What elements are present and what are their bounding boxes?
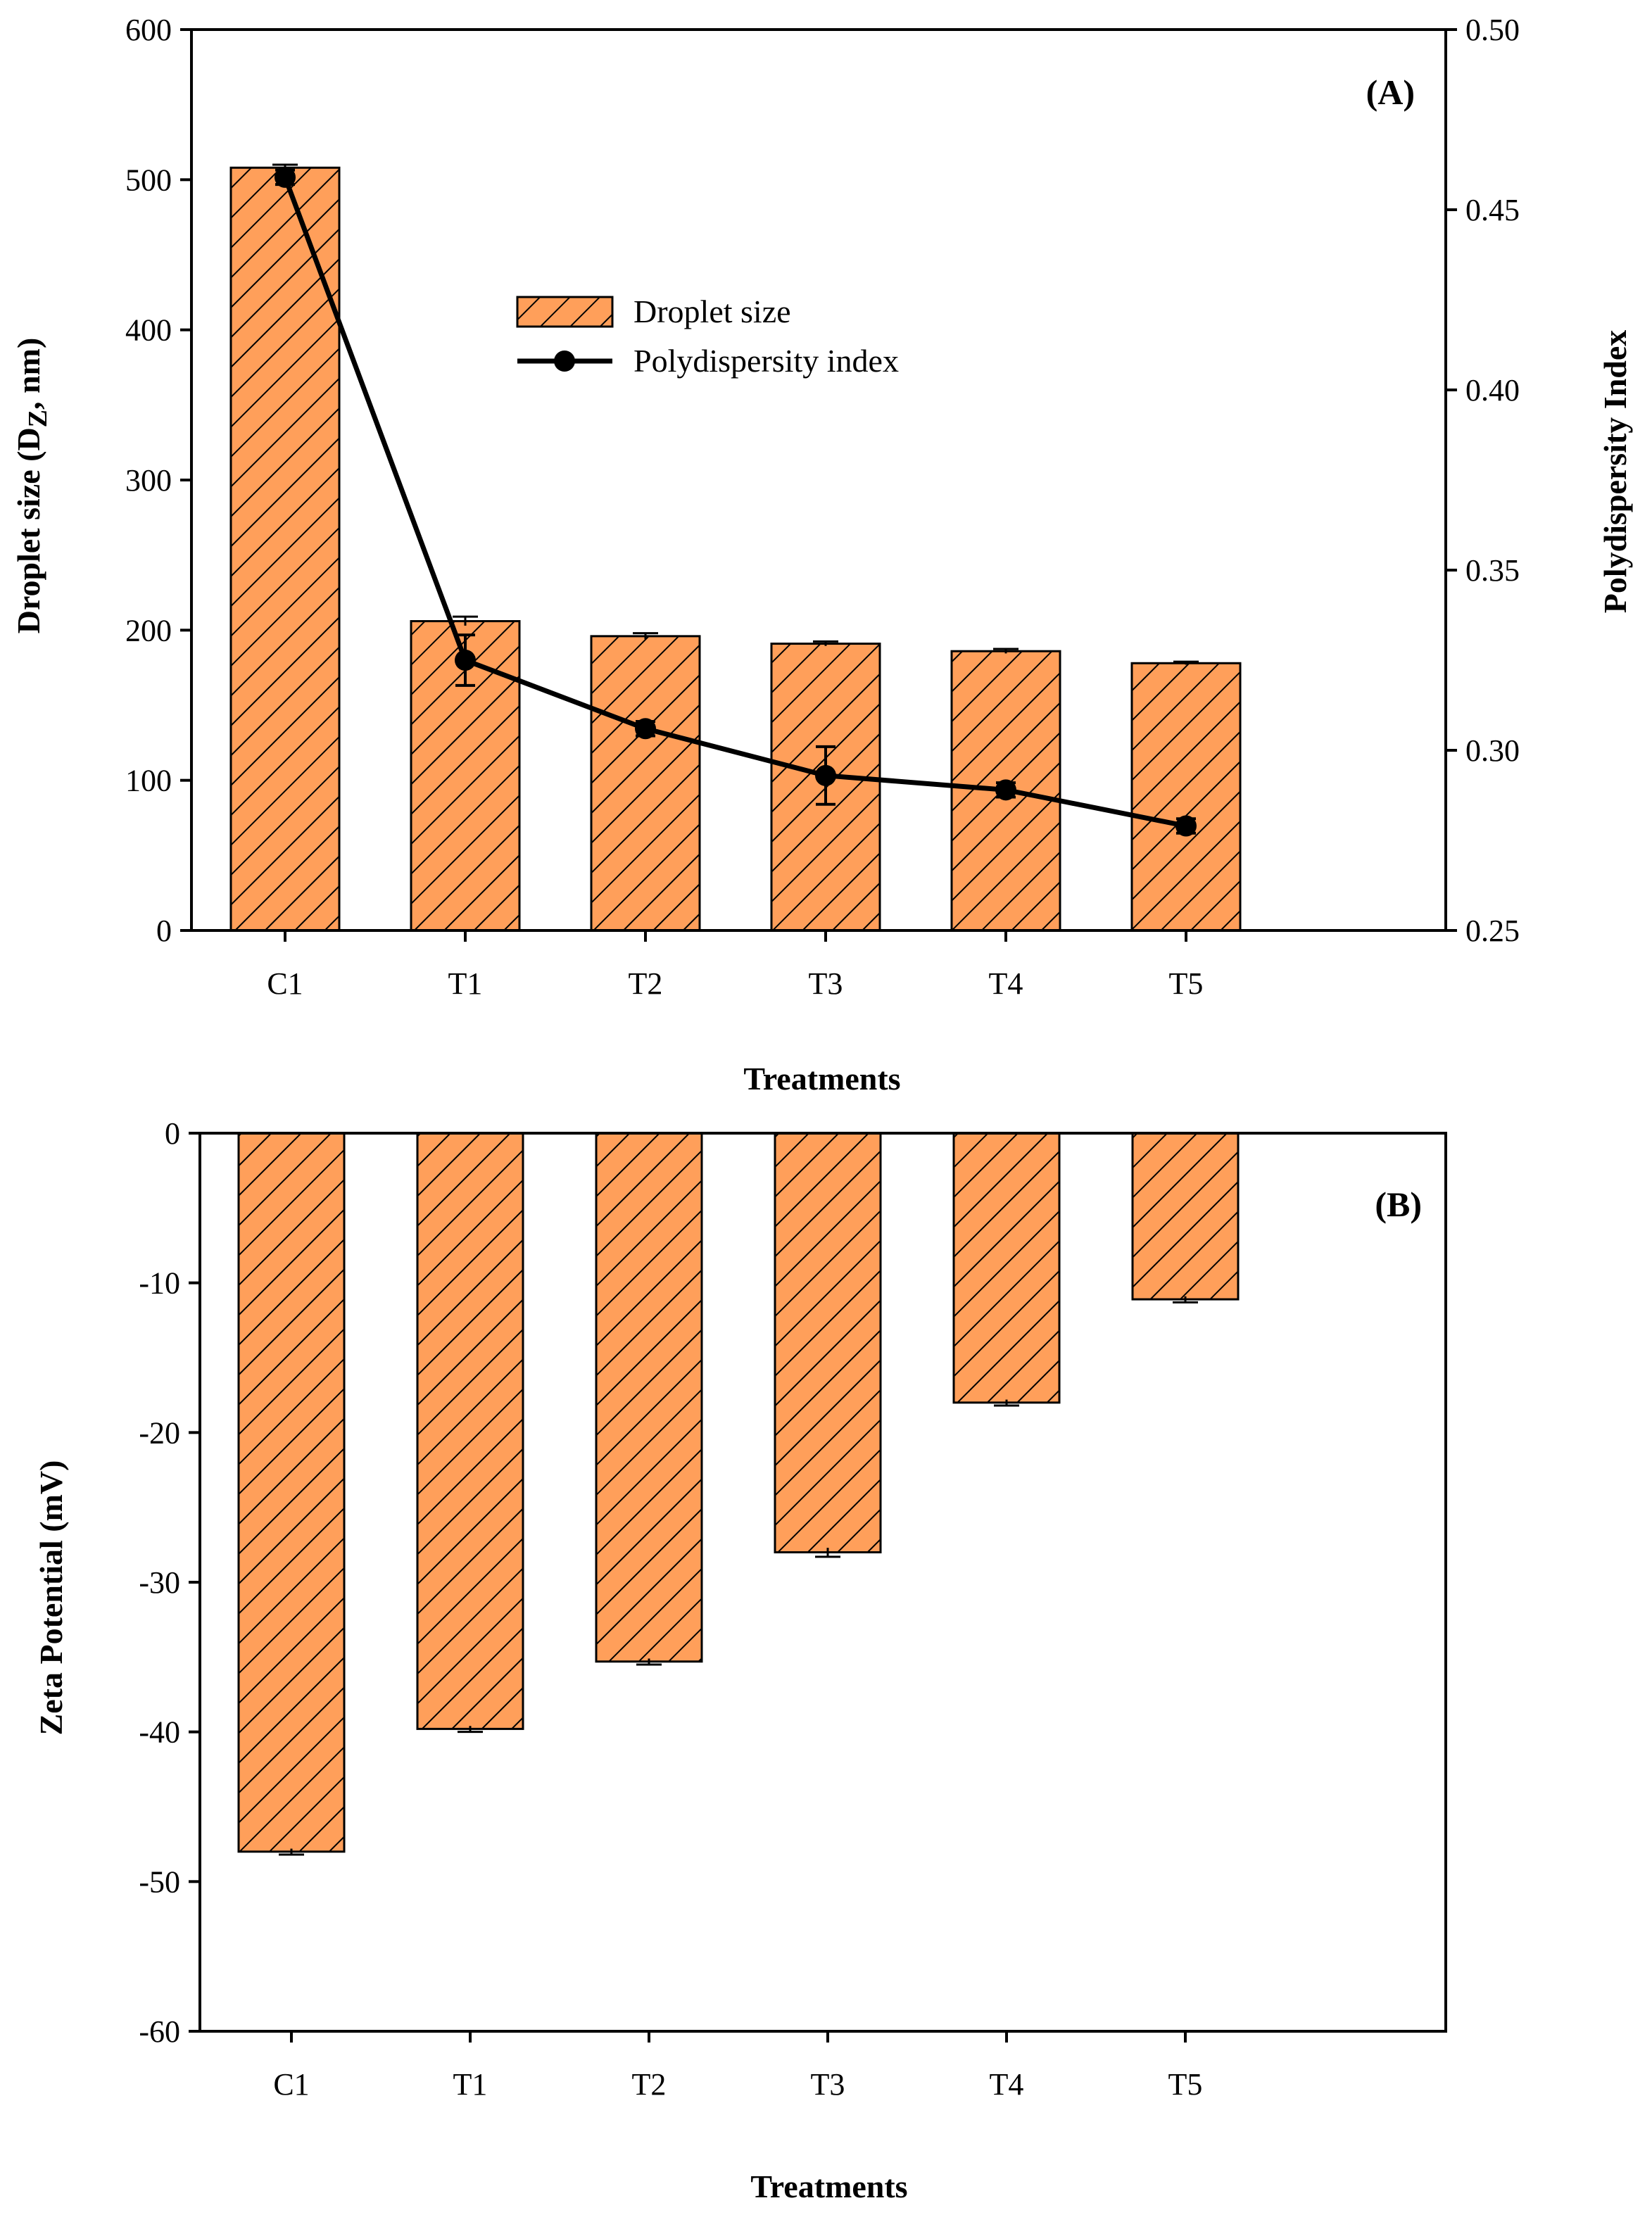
panel-b-bars <box>237 1132 1240 1853</box>
right-tick-label: 0.50 <box>1465 13 1520 47</box>
x-tick-label-T5: T5 <box>1169 966 1204 1001</box>
zeta-errorbar-T3 <box>815 1548 840 1558</box>
zeta-bar-T4 <box>952 1132 1061 1404</box>
pdi-marker <box>1175 815 1197 837</box>
zeta-bar-C1 <box>237 1132 346 1853</box>
panel-a-right-axis-title: Polydispersity Index <box>1597 330 1633 614</box>
x-tick-label-C1: C1 <box>273 2067 309 2102</box>
panel-a-left-axis-title-main: Droplet size (D <box>11 427 46 633</box>
zeta-bar-T5 <box>1131 1132 1240 1301</box>
x-tick-label-T1: T1 <box>453 2067 488 2102</box>
left-tick-label: 400 <box>125 313 172 348</box>
right-tick-label: 0.30 <box>1465 733 1520 768</box>
droplet-errorbar-T4 <box>993 648 1019 654</box>
panel-a-x-axis-ticks: C1 T1 T2 T3 T4 T5 <box>267 930 1203 1001</box>
legend-swatch-droplet-size <box>516 296 614 328</box>
zeta-errorbar-T5 <box>1173 1296 1198 1303</box>
panel-a-droplet-chart: 0 100 200 300 400 500 600 0.25 0.30 0.35 0.40 0.45… <box>11 13 1633 1097</box>
panel-a-right-axis-ticks: 0.25 0.30 0.35 0.40 0.45 0.50 <box>1446 13 1520 948</box>
pdi-marker <box>635 718 656 740</box>
panel-a-left-axis-title-subscript: Z <box>23 410 53 427</box>
right-tick-label: 0.40 <box>1465 373 1520 408</box>
zeta-errorbar-T4 <box>994 1399 1019 1407</box>
droplet-errorbar-T1 <box>453 615 478 626</box>
legend-swatch-pdi-marker <box>554 351 575 372</box>
left-tick-label: -40 <box>139 1715 180 1750</box>
droplet-bar-T5 <box>1130 662 1242 932</box>
droplet-errorbar-T3 <box>813 640 838 646</box>
x-tick-label-T4: T4 <box>990 2067 1024 2102</box>
panel-a-label: (A) <box>1366 72 1415 112</box>
pdi-marker <box>995 779 1016 801</box>
left-tick-label: -10 <box>139 1266 180 1301</box>
panel-b-label: (B) <box>1375 1185 1422 1224</box>
x-tick-label-T3: T3 <box>811 2067 845 2102</box>
zeta-errorbar-T2 <box>636 1658 662 1666</box>
zeta-errorbar-C1 <box>279 1848 304 1856</box>
panel-a-legend: Droplet size Polydispersity index <box>516 293 899 379</box>
panel-b-zeta-chart: 0 -10 -20 -30 -40 -50 -60 C1 T1 T2 T3 T4 T5 (B) Tre… <box>33 1116 1447 2204</box>
pdi-series-line <box>282 176 1187 828</box>
pdi-point-T4 <box>995 779 1016 801</box>
pdi-point-T5 <box>1175 815 1197 837</box>
left-tick-label: 600 <box>125 13 172 47</box>
pdi-marker <box>455 650 476 671</box>
left-tick-label: 0 <box>165 1116 180 1151</box>
panel-b-bar-errorbars <box>279 1296 1198 1856</box>
x-tick-label-T2: T2 <box>629 966 663 1001</box>
left-tick-label: -60 <box>139 2014 180 2049</box>
left-tick-label: -20 <box>139 1415 180 1450</box>
panel-a-left-axis-title: Droplet size (DZ, nm) <box>11 338 53 634</box>
zeta-bar-T3 <box>774 1132 882 1553</box>
pdi-point-T3 <box>815 745 836 806</box>
panel-a-x-axis-title: Treatments <box>743 1061 900 1097</box>
zeta-bar-T1 <box>416 1132 524 1730</box>
left-tick-label: -30 <box>139 1565 180 1600</box>
x-tick-label-T2: T2 <box>632 2067 667 2102</box>
panel-b-left-axis-ticks: 0 -10 -20 -30 -40 -50 -60 <box>139 1116 200 2049</box>
droplet-bar-C1 <box>229 166 341 932</box>
x-tick-label-T3: T3 <box>809 966 843 1001</box>
left-tick-label: 500 <box>125 163 172 197</box>
legend-label-pdi: Polydispersity index <box>633 343 899 379</box>
x-tick-label-C1: C1 <box>267 966 303 1001</box>
pdi-point-T2 <box>635 718 656 740</box>
x-tick-label-T5: T5 <box>1168 2067 1203 2102</box>
panel-b-x-axis-title: Treatments <box>750 2169 907 2204</box>
x-tick-label-T1: T1 <box>448 966 483 1001</box>
zeta-errorbar-T1 <box>458 1726 483 1734</box>
panel-b-x-axis-ticks: C1 T1 T2 T3 T4 T5 <box>273 2031 1202 2102</box>
legend-label-droplet-size: Droplet size <box>633 293 791 329</box>
pdi-point-C1 <box>275 166 296 188</box>
right-tick-label: 0.25 <box>1465 914 1520 948</box>
x-tick-label-T4: T4 <box>989 966 1023 1001</box>
left-tick-label: -50 <box>139 1864 180 1899</box>
left-tick-label: 200 <box>125 613 172 648</box>
droplet-errorbar-T2 <box>633 632 658 640</box>
droplet-bar-T2 <box>590 635 701 932</box>
left-tick-label: 300 <box>125 463 172 498</box>
panel-a-left-axis-title-suffix: , nm) <box>11 338 46 410</box>
panel-b-left-axis-title: Zeta Potential (mV) <box>33 1460 69 1736</box>
right-tick-label: 0.45 <box>1465 193 1520 227</box>
left-tick-label: 100 <box>125 764 172 798</box>
left-tick-label: 0 <box>156 914 172 948</box>
pdi-marker <box>275 166 296 188</box>
panel-a-bar-errorbars <box>272 163 1199 665</box>
pdi-marker <box>815 764 836 786</box>
right-tick-label: 0.35 <box>1465 553 1520 588</box>
panel-a-pdi-line <box>275 166 1197 837</box>
panel-a-bars <box>229 166 1242 932</box>
droplet-errorbar-T5 <box>1173 660 1199 665</box>
panel-a-left-axis-ticks: 0 100 200 300 400 500 600 <box>125 13 191 948</box>
pdi-point-T1 <box>455 633 476 687</box>
zeta-bar-T2 <box>595 1132 703 1663</box>
